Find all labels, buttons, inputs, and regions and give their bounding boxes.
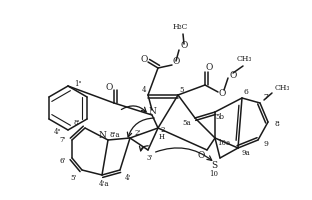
Text: 2': 2' [135, 129, 141, 137]
Text: O: O [105, 82, 113, 92]
Text: 5a: 5a [183, 119, 191, 127]
Text: CH₃: CH₃ [236, 55, 252, 63]
Text: CH₃: CH₃ [274, 84, 290, 92]
Text: O: O [218, 90, 226, 98]
Text: 8': 8' [74, 119, 80, 127]
Text: 8'a: 8'a [110, 131, 120, 139]
Text: 2: 2 [161, 126, 165, 134]
Text: 4: 4 [142, 86, 146, 94]
Text: O: O [180, 42, 188, 50]
Text: 5': 5' [71, 174, 77, 182]
Text: 10: 10 [209, 170, 218, 178]
Text: 1": 1" [74, 80, 82, 88]
Text: 8: 8 [275, 120, 280, 128]
Text: O: O [197, 150, 205, 160]
Text: 9a: 9a [241, 149, 250, 157]
Text: N: N [148, 108, 156, 116]
Text: 4'a: 4'a [99, 180, 109, 188]
Text: 9: 9 [264, 140, 268, 148]
Text: 4': 4' [125, 174, 131, 182]
Text: 5: 5 [180, 86, 184, 94]
Text: 4": 4" [53, 128, 61, 136]
Text: 7': 7' [60, 136, 66, 144]
Text: 3': 3' [147, 154, 153, 162]
Text: O: O [205, 64, 213, 72]
Text: S: S [211, 162, 217, 170]
Text: H₃C: H₃C [172, 23, 188, 31]
Text: H: H [159, 133, 165, 141]
Text: 6: 6 [244, 88, 248, 96]
Text: O: O [140, 54, 148, 64]
Text: N: N [98, 130, 106, 140]
Text: O: O [229, 71, 237, 79]
Text: 7: 7 [264, 93, 268, 101]
Text: 10a: 10a [217, 139, 231, 147]
Text: 6': 6' [60, 157, 66, 165]
Text: 5b: 5b [216, 113, 225, 121]
Text: O: O [172, 58, 180, 66]
